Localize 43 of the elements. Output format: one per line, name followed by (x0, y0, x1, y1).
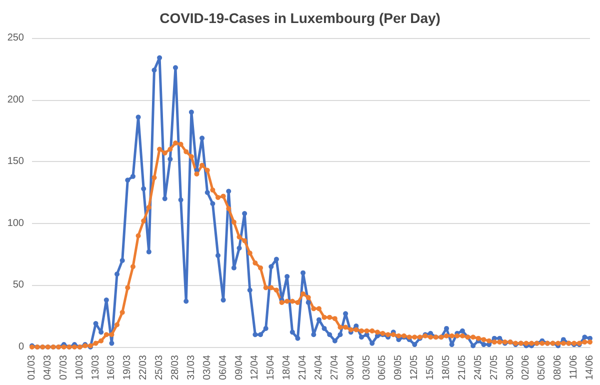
x-tick-label: 27/04 (329, 354, 340, 380)
x-tick-label: 27/05 (488, 354, 500, 380)
x-tick-label: 08/06 (552, 354, 564, 380)
x-tick-label: 04/03 (42, 354, 54, 380)
x-tick-label: 21/04 (298, 354, 309, 380)
x-tick-label: 03/04 (202, 354, 213, 380)
x-tick-label: 10/03 (74, 354, 86, 380)
x-tick-label: 21/05 (456, 354, 468, 380)
x-tick-label: 18/05 (441, 354, 452, 380)
x-tick-label: 12/04 (250, 354, 261, 380)
x-tick-label: 22/03 (138, 354, 150, 380)
chart-title: COVID-19-Cases in Luxembourg (Per Day) (160, 10, 440, 26)
x-tick-label: 06/04 (218, 354, 229, 380)
x-tick-label: 19/03 (122, 354, 134, 380)
x-tick-label: 30/04 (345, 354, 356, 380)
x-tick-label: 13/03 (90, 354, 102, 380)
x-tick-label: 09/04 (234, 354, 245, 380)
x-tick-label: 11/06 (568, 354, 580, 380)
x-tick-label: 02/06 (520, 354, 532, 380)
x-tick-label: 15/05 (425, 354, 436, 380)
y-tick-label: 50 (12, 280, 24, 291)
y-tick-label: 200 (7, 94, 24, 106)
x-tick-label: 05/06 (536, 354, 548, 380)
x-tick-label: 01/03 (26, 354, 38, 380)
x-tick-label: 15/04 (266, 354, 277, 380)
x-tick-label: 16/03 (106, 354, 118, 380)
x-tick-label: 09/05 (393, 354, 404, 380)
x-tick-label: 31/03 (186, 354, 197, 380)
y-tick-label: 0 (18, 342, 24, 352)
x-tick-label: 24/05 (472, 354, 484, 380)
x-tick-label: 12/05 (409, 354, 420, 380)
x-tick-label: 24/04 (313, 354, 324, 380)
y-tick-label: 250 (7, 32, 24, 44)
x-tick-label: 07/03 (58, 354, 70, 380)
x-tick-label: 25/03 (154, 354, 166, 380)
x-tick-label: 14/06 (584, 354, 596, 380)
y-tick-label: 150 (7, 156, 24, 168)
x-tick-label: 30/05 (504, 354, 516, 380)
x-tick-label: 06/05 (377, 354, 388, 380)
y-tick-label: 100 (7, 218, 24, 229)
x-tick-label: 28/03 (170, 354, 181, 380)
x-tick-label: 03/05 (361, 354, 372, 380)
x-tick-label: 18/04 (282, 354, 293, 380)
